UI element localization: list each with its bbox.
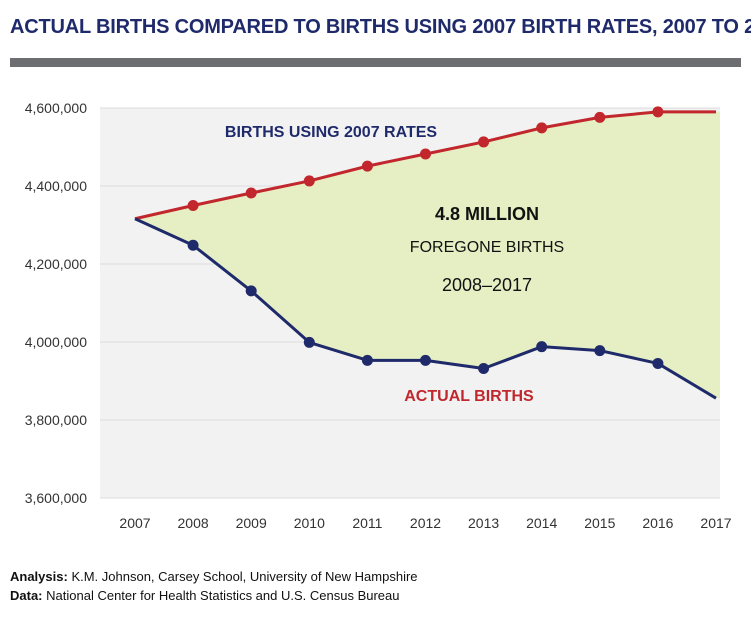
x-tick-label: 2016 [642,515,673,531]
chart: 3,600,000 3,800,000 4,000,000 4,200,000 4,40… [25,100,732,531]
chart-title: ACTUAL BIRTHS COMPARED TO BIRTHS USING 2… [10,16,751,38]
marker-rates [478,136,490,148]
foregone-births-area [100,111,720,399]
marker-actual [187,239,199,251]
y-tick-label: 4,600,000 [25,100,87,116]
x-tick-label: 2007 [119,515,150,531]
marker-rates [245,187,257,199]
x-tick-label: 2009 [236,515,267,531]
marker-actual [652,357,664,369]
footer-data: Data: National Center for Health Statist… [10,586,418,605]
analysis-label: Analysis: [10,569,68,584]
marker-actual [361,354,373,366]
x-tick-label: 2010 [294,515,325,531]
marker-actual [420,354,431,366]
annotation-years: 2008–2017 [442,275,532,295]
series-label-actual: ACTUAL BIRTHS [404,388,534,405]
marker-rates [594,111,606,123]
marker-rates [361,160,373,172]
title-divider [10,58,741,67]
marker-rates [303,175,315,187]
series-markers [187,106,664,375]
marker-actual [536,341,548,353]
y-axis-tick-labels: 3,600,000 3,800,000 4,000,000 4,200,000 4,40… [25,100,87,506]
y-tick-label: 4,200,000 [25,256,87,272]
marker-actual [478,363,490,375]
marker-rates [420,148,431,160]
marker-rates [652,106,664,118]
y-tick-label: 3,800,000 [25,412,87,428]
x-tick-label: 2014 [526,515,557,531]
marker-rates [187,200,199,211]
data-text: National Center for Health Statistics an… [46,588,400,603]
x-tick-label: 2012 [410,515,441,531]
x-tick-label: 2008 [178,515,209,531]
x-tick-label: 2013 [468,515,499,531]
marker-actual [303,336,315,348]
data-label: Data: [10,588,43,603]
x-tick-label: 2017 [700,515,731,531]
footer: Analysis: K.M. Johnson, Carsey School, U… [10,567,418,605]
y-tick-label: 4,400,000 [25,178,87,194]
annotation-foregone: FOREGONE BIRTHS [410,239,564,256]
x-tick-label: 2015 [584,515,615,531]
marker-rates [536,122,548,134]
footer-analysis: Analysis: K.M. Johnson, Carsey School, U… [10,567,418,586]
x-axis-tick-labels: 2007 2008 2009 2010 2011 2012 2013 2014 2015 2016… [119,515,731,531]
x-tick-label: 2011 [352,515,382,531]
marker-actual [594,345,606,357]
analysis-text: K.M. Johnson, Carsey School, University … [71,569,418,584]
series-label-rates: BIRTHS USING 2007 RATES [225,124,438,141]
y-tick-label: 4,000,000 [25,334,87,350]
y-tick-label: 3,600,000 [25,490,87,506]
annotation-total: 4.8 MILLION [435,204,539,224]
marker-actual [245,285,257,297]
